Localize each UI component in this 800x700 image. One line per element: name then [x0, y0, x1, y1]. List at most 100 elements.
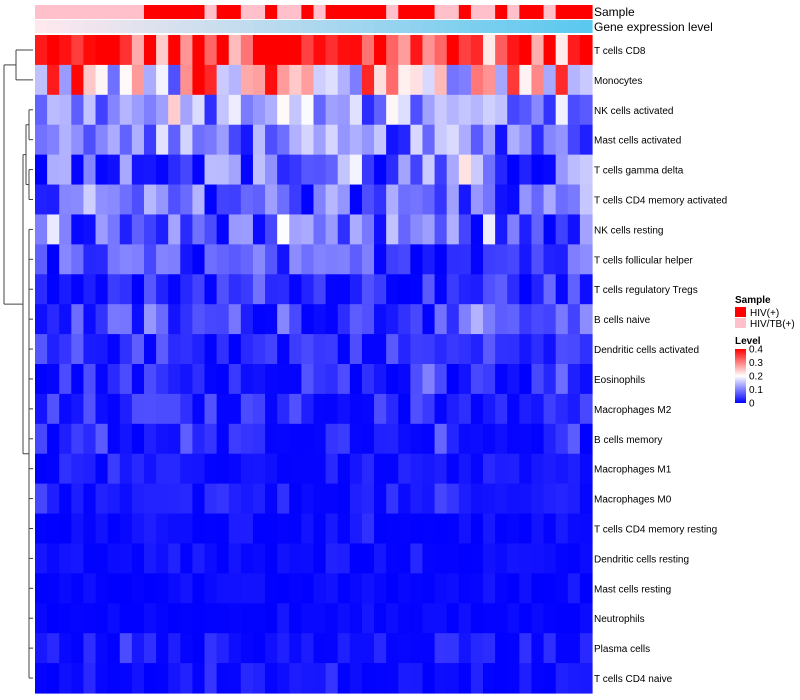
- heatmap-cell: [374, 214, 387, 245]
- heatmap-cell: [143, 573, 157, 604]
- heatmap-cell: [422, 94, 436, 126]
- heatmap-cell: [47, 603, 60, 634]
- heatmap-cell: [422, 64, 436, 96]
- heatmap-cell: [168, 64, 181, 96]
- heatmap-cell: [156, 573, 169, 604]
- heatmap-cell: [470, 663, 484, 694]
- heatmap-cell: [289, 274, 302, 305]
- heatmap-cell: [410, 94, 424, 126]
- heatmap-cell: [192, 513, 206, 545]
- heatmap-cell: [228, 274, 242, 305]
- heatmap-cell: [386, 214, 399, 245]
- heatmap-cell: [47, 35, 60, 66]
- heatmap-cell: [579, 573, 593, 604]
- heatmap-cell: [374, 274, 387, 305]
- heatmap-cell: [349, 334, 363, 365]
- heatmap-cell: [168, 154, 181, 186]
- heatmap-cell: [543, 35, 557, 66]
- heatmap-cell: [180, 633, 194, 664]
- heatmap-cell: [289, 453, 302, 485]
- heatmap-cell: [119, 364, 133, 395]
- sample-annotation-cell: [289, 5, 302, 19]
- heatmap-cell: [204, 633, 218, 664]
- heatmap-cell: [131, 573, 145, 604]
- heatmap-cell: [71, 513, 85, 545]
- heatmap-cell: [83, 423, 97, 455]
- heatmap-cell: [289, 513, 302, 545]
- heatmap-cell: [555, 184, 569, 216]
- heatmap-cell: [495, 214, 508, 245]
- heatmap-cell: [265, 304, 278, 335]
- heatmap-cell: [579, 154, 593, 186]
- heatmap-cell: [83, 124, 97, 156]
- heatmap-cell: [83, 483, 97, 515]
- heatmap-cell: [398, 334, 411, 365]
- heatmap-cell: [47, 483, 60, 515]
- heatmap-cell: [543, 214, 557, 245]
- heatmap-cell: [95, 154, 109, 186]
- heatmap-cell: [422, 453, 436, 485]
- heatmap-cell: [507, 64, 520, 96]
- heatmap-cell: [325, 573, 339, 604]
- heatmap-cell: [337, 633, 351, 664]
- heatmap-cell: [386, 334, 399, 365]
- heatmap-cell: [579, 334, 593, 365]
- heatmap-cell: [47, 334, 60, 365]
- heatmap-cell: [180, 154, 194, 186]
- heatmap-cell: [446, 483, 460, 515]
- heatmap-cell: [131, 94, 145, 126]
- heatmap-cell: [434, 364, 448, 395]
- heatmap-cell: [228, 513, 242, 545]
- heatmap-cell: [531, 364, 545, 395]
- heatmap-cell: [143, 453, 157, 485]
- heatmap-cell: [361, 393, 375, 425]
- heatmap-cell: [410, 184, 424, 216]
- heatmap-cell: [47, 274, 60, 305]
- heatmap-cell: [410, 483, 424, 515]
- level-legend: Level 0.4 0.3 0.2 0.1 0: [735, 336, 763, 410]
- heatmap-cell: [180, 214, 194, 245]
- heatmap-cell: [470, 94, 484, 126]
- heatmap-cell: [458, 364, 472, 395]
- heatmap-cell: [483, 543, 496, 574]
- expression-annotation-cell: [289, 20, 302, 33]
- heatmap-cell: [458, 543, 472, 574]
- heatmap-cell: [519, 35, 533, 66]
- heatmap-cell: [143, 483, 157, 515]
- heatmap-cell: [361, 94, 375, 126]
- heatmap-cell: [507, 154, 520, 186]
- heatmap-cell: [410, 663, 424, 694]
- heatmap-cell: [180, 573, 194, 604]
- heatmap-cell: [567, 543, 581, 574]
- heatmap-cell: [531, 603, 545, 634]
- heatmap-cell: [35, 573, 48, 604]
- heatmap-cell: [386, 184, 399, 216]
- heatmap-cell: [361, 483, 375, 515]
- heatmap-cell: [119, 124, 133, 156]
- heatmap-cell: [422, 214, 436, 245]
- heatmap-cell: [579, 483, 593, 515]
- heatmap-cell: [470, 483, 484, 515]
- heatmap-cell: [555, 364, 569, 395]
- heatmap-cell: [59, 663, 72, 694]
- expression-annotation-cell: [240, 20, 254, 33]
- heatmap-cell: [483, 334, 496, 365]
- heatmap-cell: [265, 663, 278, 694]
- sample-annotation-cell: [543, 5, 557, 19]
- heatmap-cell: [398, 663, 411, 694]
- heatmap-cell: [483, 274, 496, 305]
- heatmap-cell: [289, 124, 302, 156]
- heatmap-cell: [555, 603, 569, 634]
- heatmap-cell: [71, 633, 85, 664]
- heatmap-cell: [555, 304, 569, 335]
- heatmap-cell: [131, 423, 145, 455]
- heatmap-cell: [422, 633, 436, 664]
- heatmap-cell: [519, 453, 533, 485]
- heatmap-cell: [277, 603, 290, 634]
- heatmap-cell: [119, 633, 133, 664]
- heatmap-cell: [83, 184, 97, 216]
- heatmap-cell: [228, 603, 242, 634]
- heatmap-cell: [446, 64, 460, 96]
- heatmap-cell: [131, 483, 145, 515]
- heatmap-cell: [470, 393, 484, 425]
